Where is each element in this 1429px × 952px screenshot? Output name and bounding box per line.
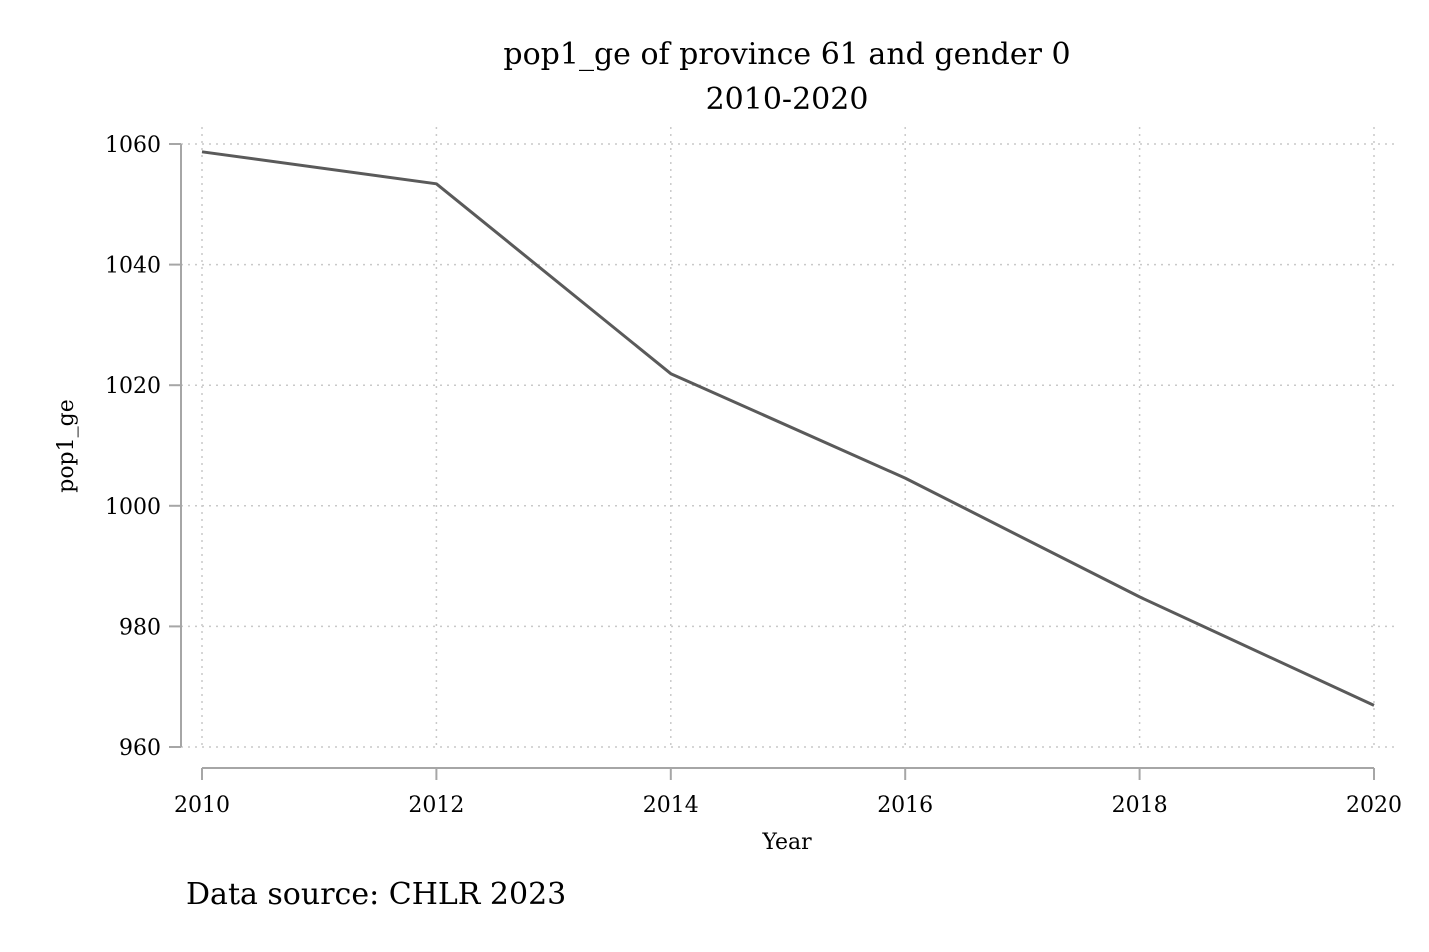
- axes: [169, 143, 1375, 780]
- y-tick-label: 1060: [105, 133, 161, 158]
- series-line: [201, 150, 1375, 707]
- series-layer: [201, 150, 1375, 707]
- chart-subtitle: 2010-2020: [706, 82, 869, 117]
- y-tick-label: 1020: [105, 374, 161, 399]
- y-tick-label: 960: [119, 736, 161, 761]
- tick-labels: 960 980 1000 1020 1040 1060 2010 2012 2014 2016 20…: [105, 133, 1402, 818]
- gridlines: [181, 127, 1396, 748]
- chart-title: pop1_ge of province 61 and gender 0: [503, 37, 1070, 72]
- data-source-note: Data source: CHLR 2023: [186, 877, 566, 912]
- x-tick-label: 2010: [174, 793, 230, 818]
- x-tick-label: 2014: [643, 793, 699, 818]
- y-axis-title: pop1_ge: [54, 399, 79, 493]
- x-tick-label: 2016: [877, 793, 933, 818]
- x-tick-label: 2020: [1346, 793, 1402, 818]
- x-tick-label: 2018: [1112, 793, 1168, 818]
- y-tick-label: 980: [119, 615, 161, 640]
- x-axis-title: Year: [761, 830, 812, 855]
- x-tick-label: 2012: [408, 793, 464, 818]
- y-tick-label: 1040: [105, 254, 161, 279]
- y-tick-label: 1000: [105, 495, 161, 520]
